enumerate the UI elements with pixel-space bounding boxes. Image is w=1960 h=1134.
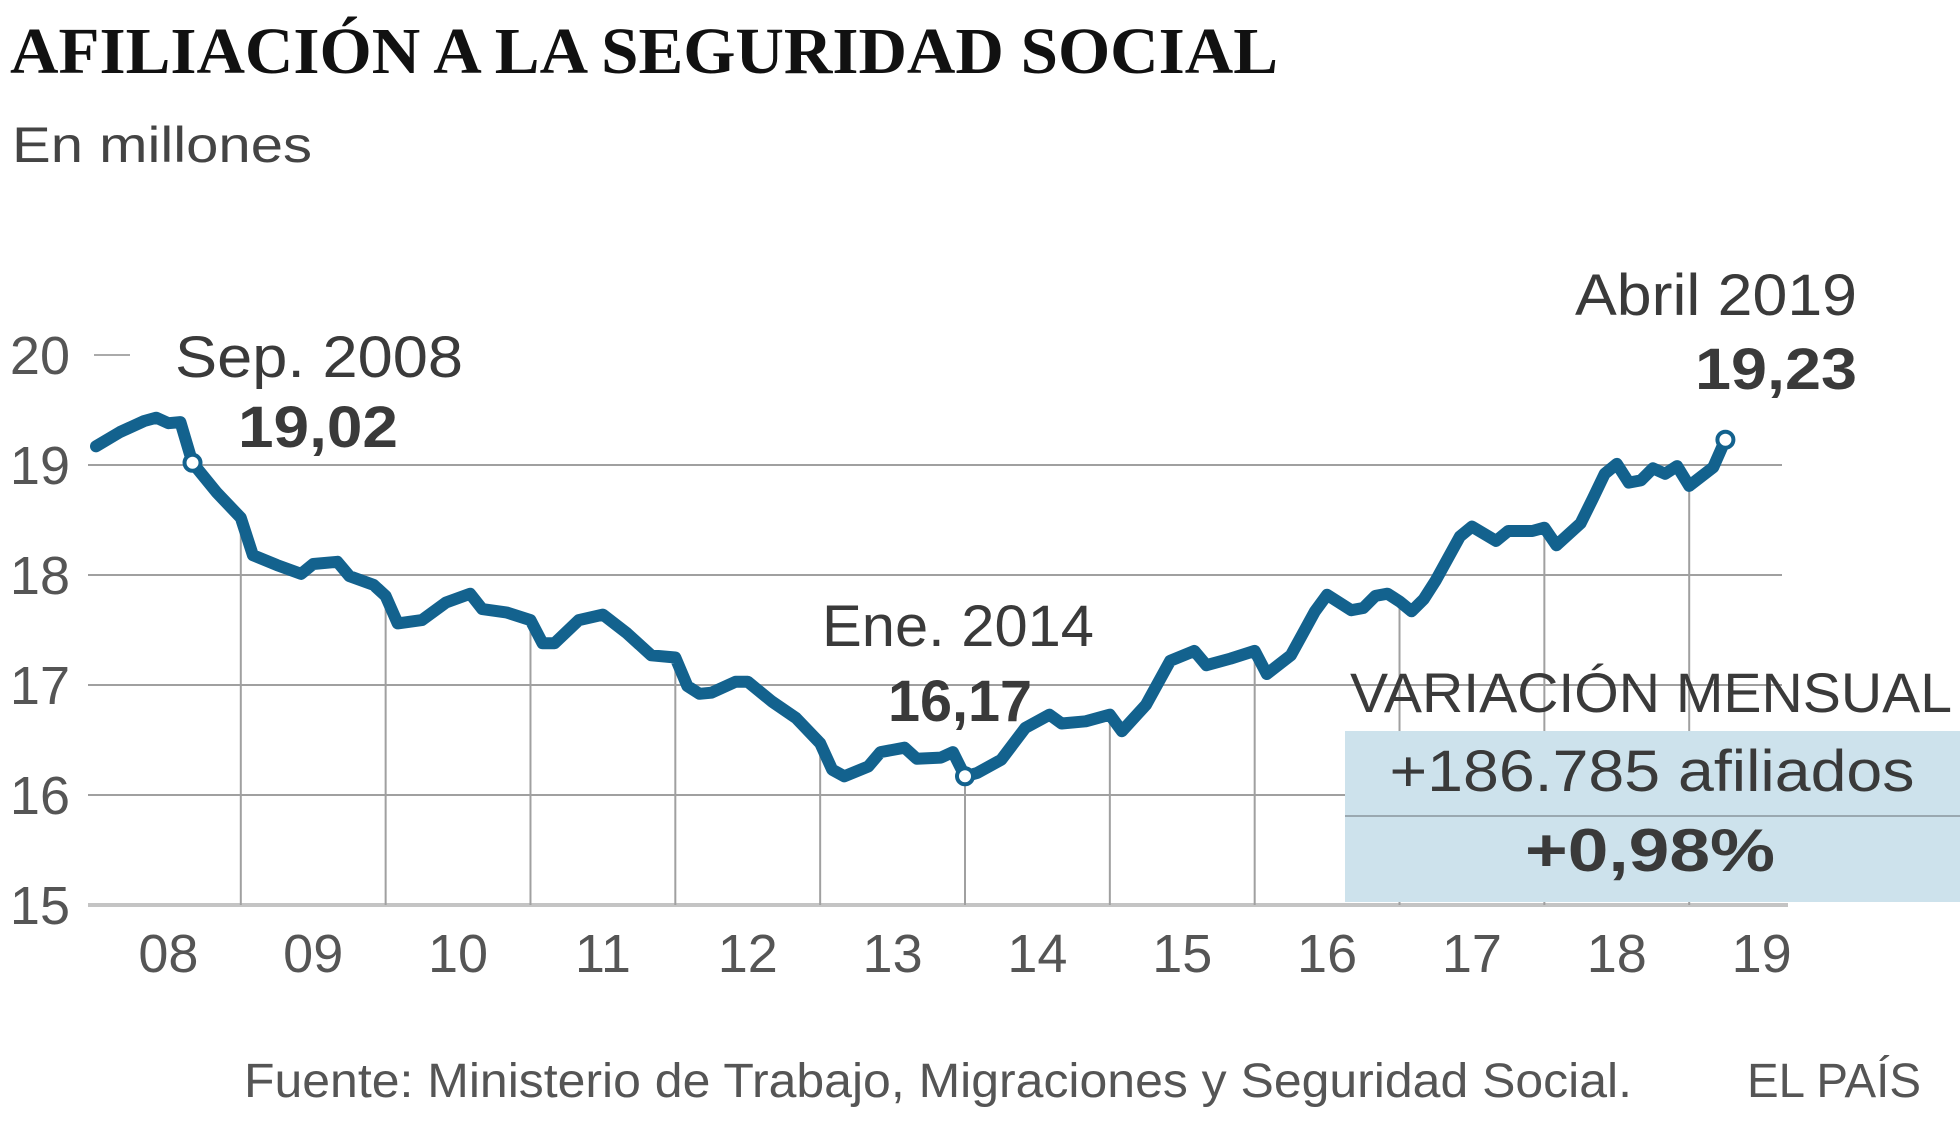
- x-tick-label: 11: [575, 924, 631, 984]
- monthly-variation-percent: +0,98%: [1525, 817, 1775, 884]
- annotation-markers: [182, 429, 1736, 787]
- x-tick-label: 19: [1732, 924, 1792, 984]
- annotation-marker: [182, 452, 203, 473]
- x-tick-label: 09: [283, 924, 343, 984]
- x-tick-label: 18: [1587, 924, 1647, 984]
- annotation-sep-2008-label: Sep. 2008: [175, 325, 463, 390]
- y-tick-label: 18: [10, 546, 70, 606]
- annotation-marker: [955, 766, 975, 787]
- annotation-sep-2008-value: 19,02: [238, 395, 398, 460]
- chart-title: AFILIACIÓN A LA SEGURIDAD SOCIAL: [10, 15, 1278, 88]
- x-tick-label: 16: [1297, 924, 1357, 984]
- x-tick-label: 13: [863, 924, 923, 984]
- x-tick-label: 08: [138, 924, 198, 984]
- chart-subtitle: En millones: [12, 117, 312, 173]
- annotation-abr-2019-value: 19,23: [1695, 337, 1857, 402]
- monthly-variation-heading: VARIACIÓN MENSUAL: [1350, 661, 1952, 724]
- source-note: Fuente: Ministerio de Trabajo, Migracion…: [244, 1055, 1632, 1108]
- brand-logo: EL PAÍS: [1747, 1055, 1921, 1108]
- data-points: [95, 417, 1726, 777]
- y-tick-label: 17: [10, 656, 70, 716]
- x-axis: 08 09 10 11 12 13 14 15 16 17 18 19: [138, 924, 1791, 984]
- annotation-ene-2014-label: Ene. 2014: [822, 594, 1094, 659]
- y-tick-label: 16: [10, 766, 70, 826]
- monthly-variation-afiliados: +186.785 afiliados: [1390, 739, 1915, 804]
- annotation-marker: [1715, 429, 1736, 450]
- x-tick-label: 12: [718, 924, 778, 984]
- x-tick-label: 17: [1442, 924, 1502, 984]
- x-tick-label: 15: [1152, 924, 1212, 984]
- y-tick-label: 15: [10, 876, 70, 936]
- vertical-gridlines: [239, 485, 1691, 905]
- gridlines: [88, 354, 1788, 907]
- annotation-ene-2014-value: 16,17: [888, 669, 1032, 734]
- x-tick-label: 10: [428, 924, 488, 984]
- y-tick-label: 20: [10, 326, 70, 386]
- annotation-abr-2019-label: Abril 2019: [1575, 263, 1857, 328]
- x-tick-label: 14: [1007, 924, 1067, 984]
- y-axis: 15 16 17 18 19 20: [10, 326, 70, 936]
- y-tick-label: 19: [10, 436, 70, 496]
